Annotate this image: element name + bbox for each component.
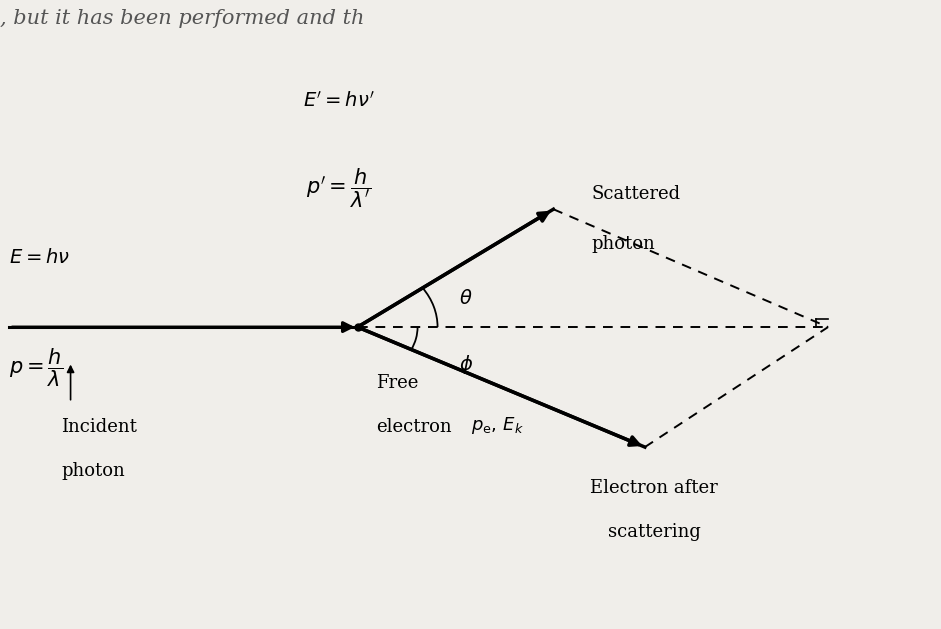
Text: photon: photon [591,235,655,253]
Text: scattering: scattering [608,523,701,540]
Text: , but it has been performed and th: , but it has been performed and th [0,9,364,28]
Text: Scattered: Scattered [591,184,680,203]
Text: Free: Free [376,374,419,392]
Text: $E = h\nu$: $E = h\nu$ [9,248,71,267]
Text: $p' = \dfrac{h}{\lambda'}$: $p' = \dfrac{h}{\lambda'}$ [306,167,372,210]
Text: $p = \dfrac{h}{\lambda}$: $p = \dfrac{h}{\lambda}$ [9,347,64,389]
Text: $\phi$: $\phi$ [458,353,473,376]
Text: photon: photon [61,462,125,481]
Text: Electron after: Electron after [590,479,718,496]
Text: $\theta$: $\theta$ [459,289,472,308]
Text: electron: electron [376,418,452,437]
Text: Incident: Incident [61,418,137,437]
Text: $p_{\mathrm{e}},\, E_k$: $p_{\mathrm{e}},\, E_k$ [471,415,524,436]
Text: $E' = h\nu'$: $E' = h\nu'$ [303,91,375,111]
